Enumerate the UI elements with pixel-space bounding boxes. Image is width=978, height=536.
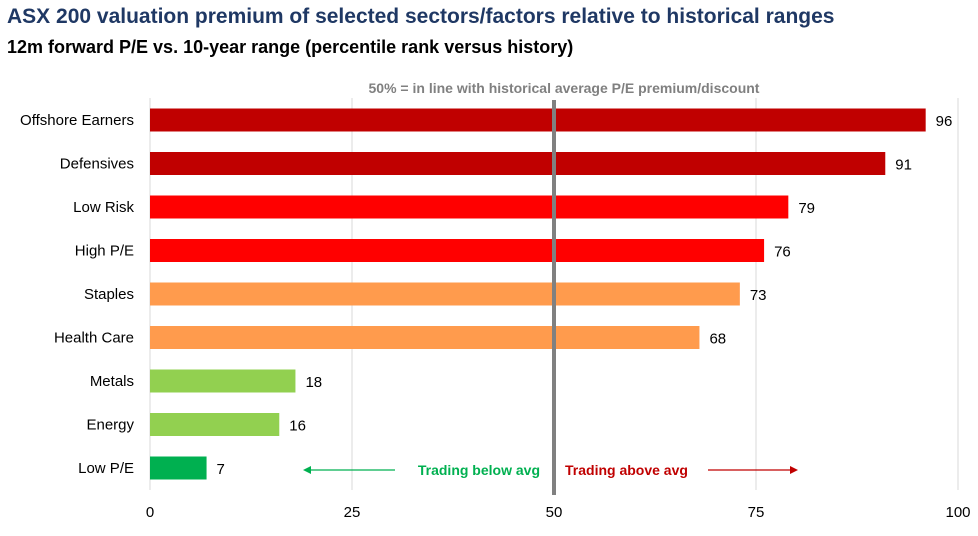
category-label: Staples xyxy=(84,286,134,303)
data-label: 7 xyxy=(217,461,225,478)
category-label: Health Care xyxy=(54,330,134,347)
x-tick-label: 50 xyxy=(546,504,563,521)
bar-health-care xyxy=(150,326,700,349)
data-label: 76 xyxy=(774,244,791,261)
x-tick-label: 25 xyxy=(344,504,361,521)
chart-subtitle: 12m forward P/E vs. 10-year range (perce… xyxy=(7,37,574,57)
arrow-right-head xyxy=(790,466,798,474)
data-label: 79 xyxy=(798,200,815,217)
data-label: 16 xyxy=(289,418,306,435)
bar-defensives xyxy=(150,152,886,175)
reference-line-label: 50% = in line with historical average P/… xyxy=(369,80,760,96)
chart-title: ASX 200 valuation premium of selected se… xyxy=(7,5,835,28)
annotation-above-avg: Trading above avg xyxy=(565,462,688,478)
bar-high-p-e xyxy=(150,239,765,262)
x-tick-label: 0 xyxy=(146,504,154,521)
bar-low-risk xyxy=(150,195,789,219)
category-label: Low P/E xyxy=(78,460,134,477)
bar-staples xyxy=(150,282,740,306)
annotation-below-avg: Trading below avg xyxy=(418,462,540,478)
bar-offshore-earners xyxy=(150,108,926,132)
data-label: 18 xyxy=(305,374,322,391)
data-label: 73 xyxy=(750,287,767,304)
x-tick-label: 100 xyxy=(945,504,970,521)
data-label: 96 xyxy=(936,113,953,130)
category-label: Offshore Earners xyxy=(20,112,134,129)
bar-metals xyxy=(150,369,296,393)
category-label: Energy xyxy=(86,417,134,434)
category-label: High P/E xyxy=(75,243,134,260)
data-label: 91 xyxy=(895,157,912,174)
bar-low-p-e xyxy=(150,456,207,480)
category-label: Low Risk xyxy=(73,199,134,216)
data-label: 68 xyxy=(709,331,726,348)
arrow-left-head xyxy=(303,466,311,474)
bar-energy xyxy=(150,413,280,436)
x-tick-label: 75 xyxy=(748,504,765,521)
category-label: Defensives xyxy=(60,156,134,173)
category-label: Metals xyxy=(90,373,134,390)
